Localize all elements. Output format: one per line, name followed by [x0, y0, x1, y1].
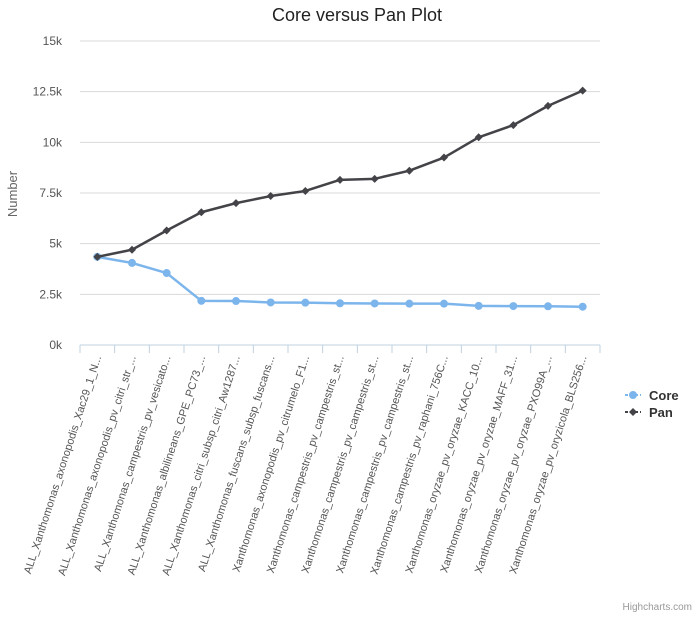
data-point-core[interactable] [336, 299, 344, 308]
legend-item-core[interactable]: Core [625, 388, 679, 403]
data-point-pan[interactable] [128, 245, 136, 254]
data-point-core[interactable] [544, 302, 552, 311]
legend-label: Core [649, 388, 679, 403]
y-tick-label: 7.5k [39, 186, 63, 200]
credits-link[interactable]: Highcharts.com [623, 602, 692, 613]
data-point-core[interactable] [197, 296, 206, 305]
legend-circle-icon [629, 391, 637, 399]
y-tick-label: 15k [43, 34, 63, 48]
series-line-core [97, 255, 583, 308]
data-point-core[interactable] [162, 269, 171, 278]
y-tick-label: 2.5k [39, 287, 63, 301]
chart-title: Core versus Pan Plot [272, 5, 442, 25]
data-point-pan[interactable] [544, 101, 552, 110]
x-axis-ticks: ALL_Xanthomonas_axonopodis_Xac29_1_N...A… [22, 354, 589, 577]
data-point-core[interactable] [266, 298, 275, 307]
data-point-core[interactable] [301, 298, 310, 307]
grid-lines [80, 40, 600, 295]
y-tick-label: 10k [43, 135, 63, 149]
y-tick-label: 0k [49, 338, 63, 352]
data-point-pan[interactable] [578, 86, 587, 95]
data-point-pan[interactable] [232, 199, 240, 208]
data-point-core[interactable] [578, 302, 587, 311]
data-point-pan[interactable] [370, 174, 379, 183]
y-axis-ticks: 0k 2.5k 5k 7.5k 10k 12.5k 15k [33, 34, 63, 352]
data-point-core[interactable] [405, 299, 414, 308]
data-point-core[interactable] [440, 299, 448, 308]
data-point-pan[interactable] [266, 192, 275, 201]
data-point-pan[interactable] [509, 121, 518, 130]
y-tick-label: 5k [49, 237, 63, 251]
data-point-core[interactable] [128, 258, 136, 267]
data-point-pan[interactable] [197, 208, 206, 217]
x-axis-tick-marks [79, 345, 601, 353]
data-point-pan[interactable] [336, 175, 344, 184]
data-point-core[interactable] [509, 302, 518, 311]
legend-item-pan[interactable]: Pan [625, 405, 673, 420]
y-tick-label: 12.5k [33, 85, 63, 99]
data-point-pan[interactable] [93, 252, 102, 261]
legend[interactable]: Core Pan [625, 388, 679, 420]
data-point-pan[interactable] [162, 226, 171, 235]
data-point-pan[interactable] [405, 166, 414, 175]
data-point-pan[interactable] [301, 186, 310, 195]
legend-diamond-icon [629, 408, 637, 416]
data-point-core[interactable] [232, 297, 240, 306]
data-point-pan[interactable] [440, 153, 448, 162]
series-layer [93, 86, 587, 311]
series-line-pan [97, 89, 584, 259]
data-point-core[interactable] [370, 299, 379, 308]
y-axis-label: Number [5, 170, 20, 217]
legend-label: Pan [649, 405, 673, 420]
data-point-core[interactable] [474, 301, 483, 310]
data-point-pan[interactable] [474, 133, 483, 142]
